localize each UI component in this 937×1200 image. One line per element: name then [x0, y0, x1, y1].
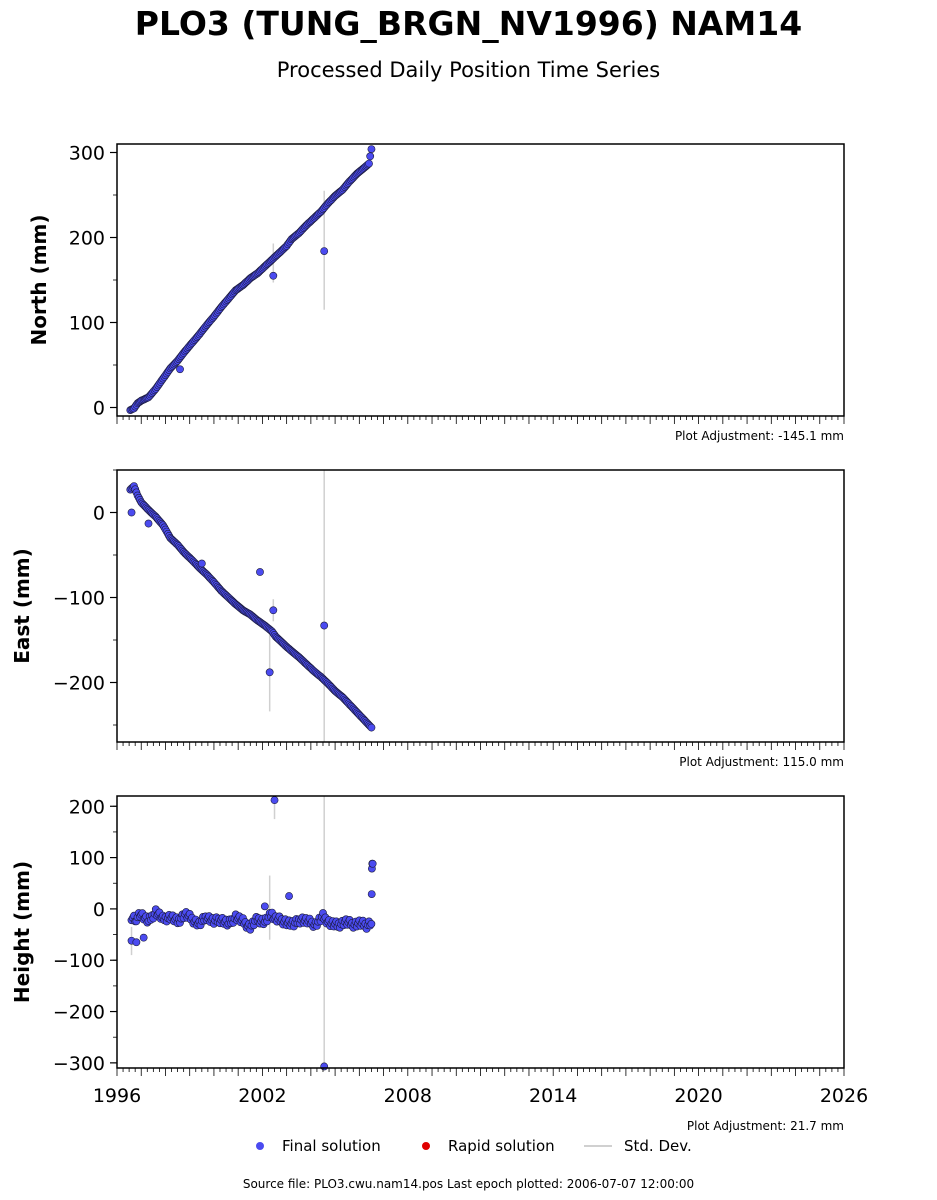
- outlier-point: [176, 365, 184, 374]
- data-point: [367, 890, 376, 898]
- data-point: [365, 159, 373, 168]
- outlier-point: [127, 508, 136, 517]
- outlier-point: [139, 933, 148, 942]
- legend: Final solution Rapid solution Std. Dev.: [0, 1137, 937, 1159]
- legend-rapid: Rapid solution: [422, 1137, 555, 1155]
- x-tick-label: 2014: [529, 1085, 577, 1107]
- outlier-point: [320, 621, 329, 630]
- outlier-point: [256, 568, 264, 576]
- x-tick-label: 2008: [384, 1085, 432, 1107]
- stddev-line-icon: [584, 1145, 612, 1147]
- outlier-point: [197, 559, 206, 568]
- rapid-marker-icon: [422, 1142, 430, 1150]
- y-tick-label: 200: [69, 228, 105, 250]
- legend-stddev-label: Std. Dev.: [624, 1137, 692, 1155]
- y-tick-label: −100: [53, 588, 105, 610]
- outlier-point: [265, 668, 274, 677]
- chart-subtitle: Processed Daily Position Time Series: [276, 58, 661, 82]
- x-tick-label: 2026: [820, 1085, 868, 1107]
- y-tick-label: −100: [53, 950, 105, 972]
- data-point: [367, 723, 376, 732]
- x-tick-label: 2002: [238, 1085, 286, 1107]
- y-axis-label: North (mm): [27, 214, 51, 345]
- legend-rapid-label: Rapid solution: [448, 1137, 555, 1155]
- data-point: [367, 920, 376, 928]
- outlier-point: [320, 1062, 329, 1071]
- source-note: Source file: PLO3.cwu.nam14.pos Last epo…: [242, 1177, 695, 1191]
- outlier-point: [320, 247, 329, 255]
- panel-frame: [116, 469, 845, 743]
- outlier-point: [269, 271, 278, 280]
- outlier-point: [260, 902, 269, 911]
- plot-adjustment: Plot Adjustment: -145.1 mm: [675, 429, 844, 443]
- panel-frame: [116, 143, 845, 417]
- outlier-point: [132, 938, 141, 947]
- data-point: [366, 152, 375, 161]
- legend-final: Final solution: [256, 1137, 381, 1155]
- y-tick-label: −200: [53, 673, 105, 695]
- outlier-point: [269, 606, 278, 615]
- y-tick-label: −200: [53, 1002, 105, 1024]
- y-tick-label: 0: [93, 899, 105, 921]
- final-marker-icon: [256, 1142, 264, 1150]
- y-tick-label: 100: [69, 848, 105, 870]
- outlier-point: [285, 892, 293, 900]
- y-axis-label: East (mm): [10, 548, 34, 664]
- y-tick-label: 300: [69, 143, 105, 165]
- y-tick-label: 100: [69, 313, 105, 335]
- outlier-point: [144, 519, 153, 528]
- y-tick-label: −300: [53, 1053, 105, 1075]
- outlier-point: [270, 796, 279, 805]
- data-point: [367, 145, 376, 153]
- y-axis-label: Height (mm): [10, 861, 34, 1003]
- x-tick-label: 2020: [674, 1085, 722, 1107]
- legend-final-label: Final solution: [282, 1137, 381, 1155]
- plot-adjustment: Plot Adjustment: 115.0 mm: [679, 755, 844, 769]
- panel-frame: [116, 795, 845, 1069]
- data-point: [368, 859, 377, 868]
- y-tick-label: 0: [93, 503, 105, 525]
- x-tick-label: 1996: [93, 1085, 141, 1107]
- y-tick-label: 0: [93, 398, 105, 420]
- plot-adjustment: Plot Adjustment: 21.7 mm: [687, 1119, 844, 1133]
- y-tick-label: 200: [69, 796, 105, 818]
- legend-stddev: Std. Dev.: [584, 1137, 692, 1155]
- chart-title: PLO3 (TUNG_BRGN_NV1996) NAM14: [134, 4, 803, 43]
